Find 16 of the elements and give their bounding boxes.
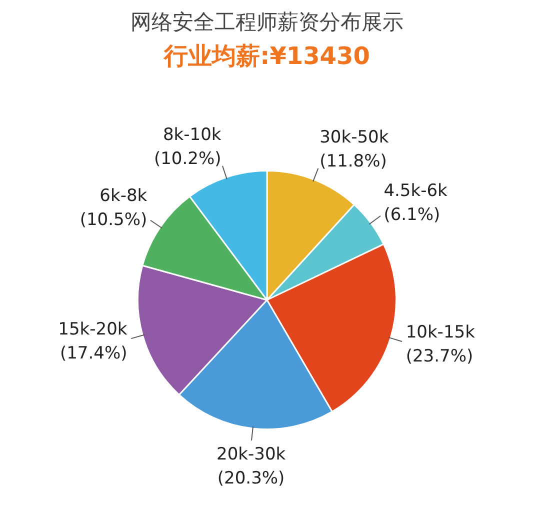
slice-label: 15k-20k	[58, 319, 128, 340]
chart-subtitle: 行业均薪:¥13430	[162, 41, 371, 72]
slice-label: 6k-8k	[100, 186, 148, 206]
data-label: (20.3%)	[217, 468, 285, 488]
slice-label: 8k-10k	[162, 124, 222, 145]
slice-label: 30k-50k	[320, 127, 389, 148]
slice-label: 4.5k-6k	[384, 181, 448, 202]
data-label: (10.5%)	[80, 210, 148, 230]
chart-title: 网络安全工程师薪资分布展示	[130, 9, 404, 36]
data-label: (23.7%)	[406, 346, 474, 367]
slice-label: 10k-15k	[406, 322, 476, 343]
data-label: (6.1%)	[384, 205, 440, 226]
data-label: (17.4%)	[60, 343, 128, 364]
data-label: (11.8%)	[320, 151, 387, 172]
slice-label: 20k-30k	[216, 444, 286, 464]
data-label: (10.2%)	[154, 148, 222, 169]
